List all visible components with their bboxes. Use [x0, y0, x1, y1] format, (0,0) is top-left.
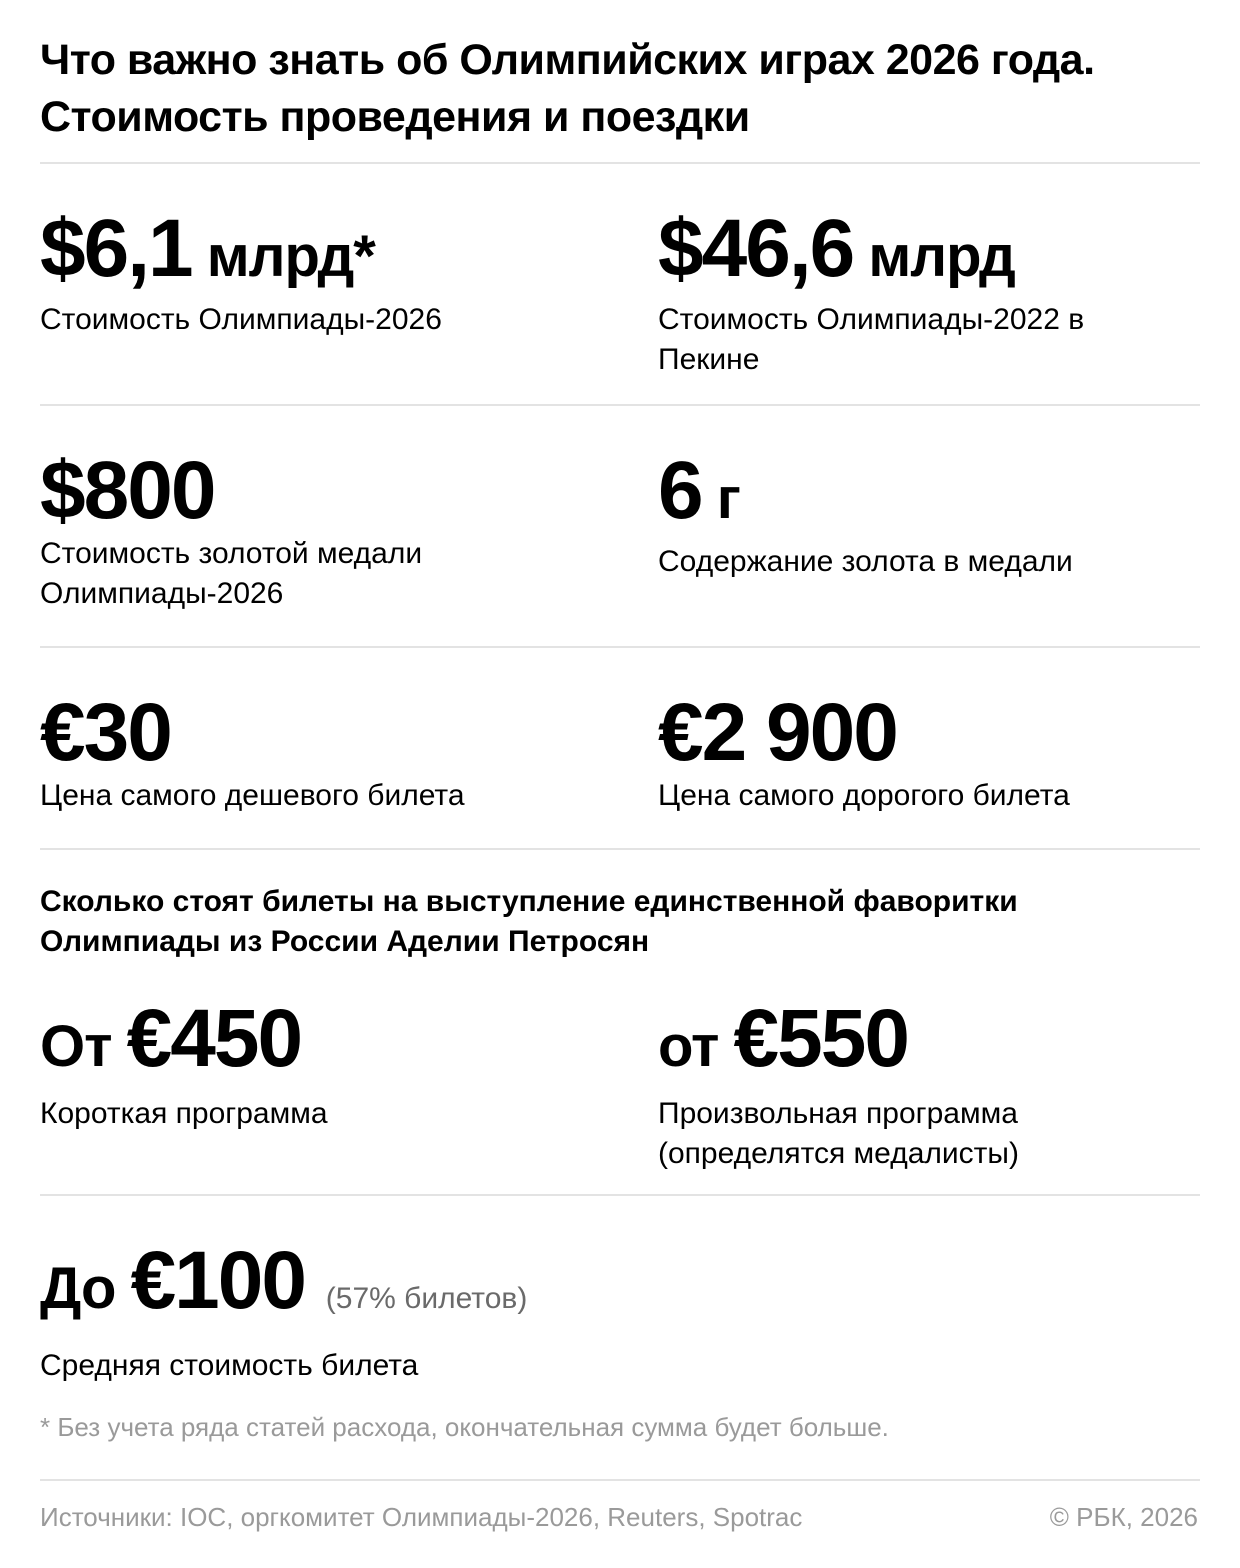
stat-value: €30: [40, 687, 173, 778]
sources: Источники: IOC, оргкомитет Олимпиады-202…: [40, 1502, 803, 1532]
stat-value: €2 900: [658, 687, 899, 778]
stat-description: Содержание золота в медали: [658, 545, 1073, 578]
copyright: © РБК, 2026: [1049, 1502, 1198, 1532]
divider: [40, 646, 1200, 648]
stat-description: Произвольная программа (определятся меда…: [658, 1097, 1019, 1170]
stat-value: от €550: [658, 993, 910, 1084]
stat-value: $6,1 млрд*: [40, 203, 376, 294]
stat-most-expensive-ticket: €2 900 Цена самого дорогого билета: [658, 692, 1218, 816]
stat-note: (57% билетов): [325, 1282, 528, 1315]
stat-description: Цена самого дешевого билета: [40, 779, 465, 812]
stat-free-program: от €550 Произвольная программа (определя…: [658, 998, 1098, 1174]
stat-description: Короткая программа: [40, 1097, 328, 1130]
page-title: Что важно знать об Олимпийских играх 202…: [40, 36, 1095, 141]
stat-description: Стоимость Олимпиады-2026: [40, 303, 442, 336]
divider: [40, 1194, 1200, 1196]
divider: [40, 1479, 1200, 1481]
stat-value: 6 г: [658, 445, 741, 536]
stat-value: $800: [40, 445, 216, 536]
stat-average-ticket: До €100 (57% билетов) Средняя стоимость …: [40, 1240, 527, 1386]
stat-description: Стоимость золотой медали Олимпиады-2026: [40, 537, 423, 610]
stat-gold-medal-cost: $800 Стоимость золотой медали Олимпиады-…: [40, 450, 500, 614]
stat-cheapest-ticket: €30 Цена самого дешевого билета: [40, 692, 600, 816]
stat-value: $46,6 млрд: [658, 203, 1016, 294]
stat-value: До €100 (57% билетов): [40, 1235, 528, 1326]
stat-description: Стоимость Олимпиады-2022 в Пекине: [658, 303, 1085, 376]
stat-short-program: От €450 Короткая программа: [40, 998, 600, 1134]
divider: [40, 848, 1200, 850]
divider: [40, 404, 1200, 406]
stat-value: От €450: [40, 993, 303, 1084]
stat-description: Цена самого дорогого билета: [658, 779, 1070, 812]
divider: [40, 162, 1200, 164]
stat-olympics-2022-cost: $46,6 млрд Стоимость Олимпиады-2022 в Пе…: [658, 208, 1118, 380]
stat-description: Средняя стоимость билета: [40, 1349, 419, 1382]
stat-gold-content: 6 г Содержание золота в медали: [658, 450, 1178, 582]
stat-olympics-2026-cost: $6,1 млрд* Стоимость Олимпиады-2026: [40, 208, 600, 340]
section-subheading: Сколько стоят билеты на выступление един…: [40, 885, 1018, 958]
footnote: * Без учета ряда статей расхода, окончат…: [40, 1412, 889, 1442]
